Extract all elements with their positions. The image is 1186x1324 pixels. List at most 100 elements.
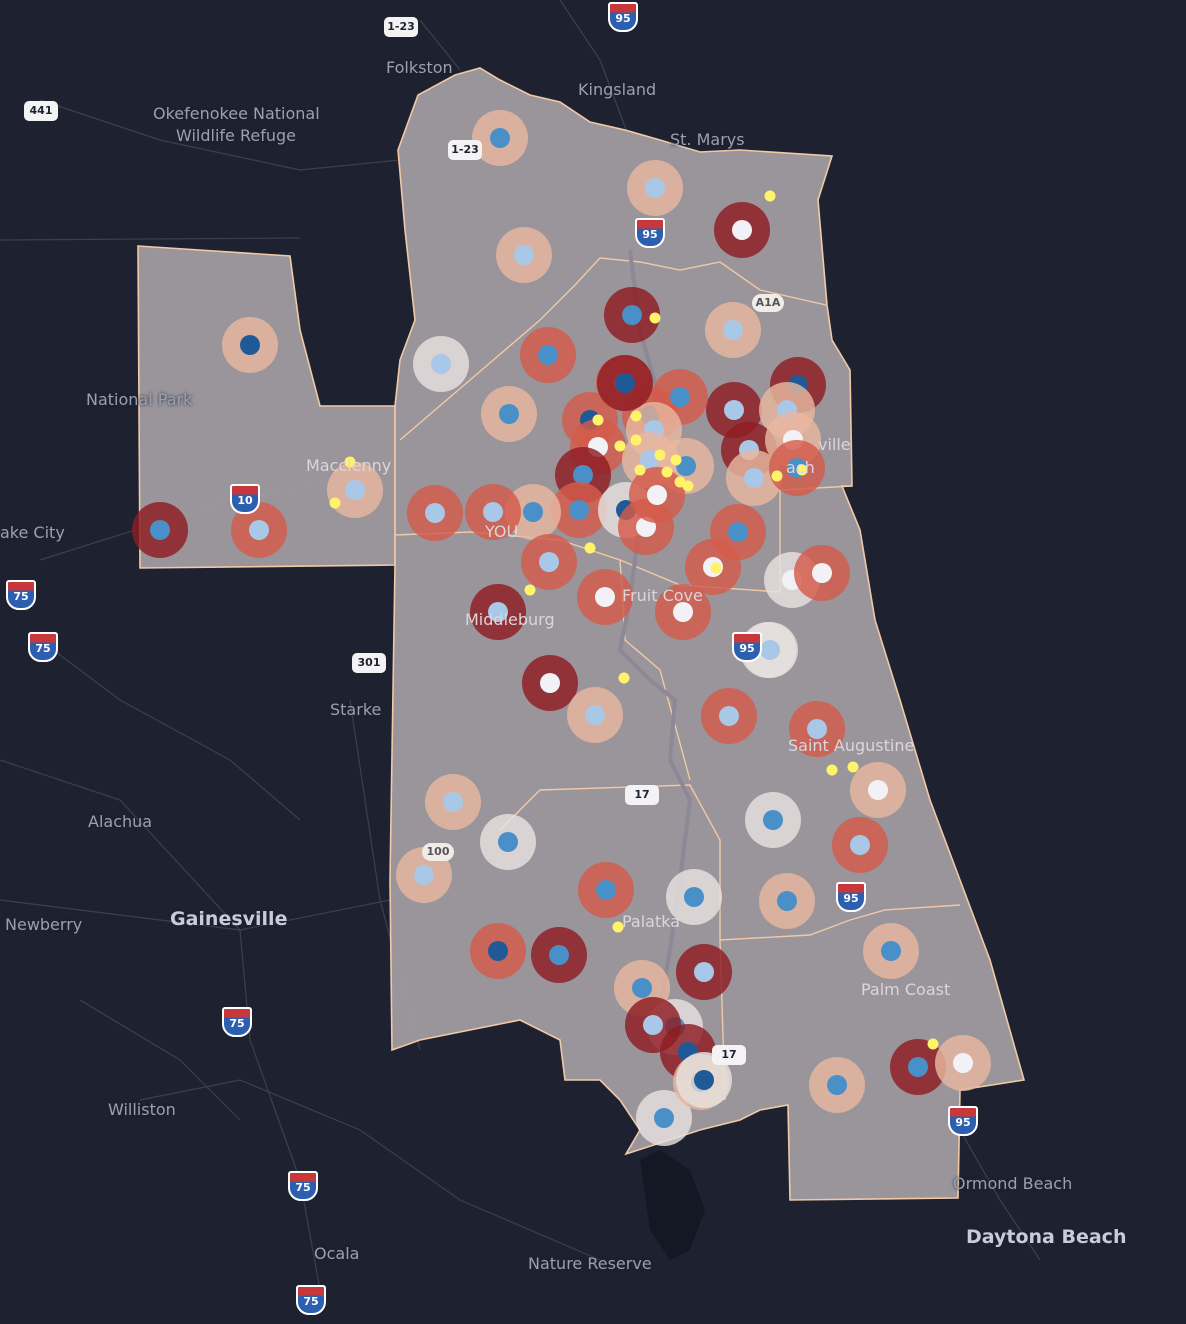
site-marker[interactable] — [480, 814, 536, 870]
site-marker[interactable] — [407, 485, 463, 541]
poi-marker[interactable] — [630, 410, 642, 422]
poi-marker[interactable] — [710, 562, 722, 574]
site-marker[interactable] — [726, 450, 782, 506]
poi-marker[interactable] — [654, 449, 666, 461]
site-marker[interactable] — [655, 584, 711, 640]
site-marker[interactable] — [425, 774, 481, 830]
lake — [640, 1150, 705, 1260]
place-label: St. Marys — [670, 130, 745, 149]
poi-marker[interactable] — [682, 480, 694, 492]
marker-dot — [670, 387, 690, 407]
poi-marker[interactable] — [630, 434, 642, 446]
poi-marker[interactable] — [796, 464, 808, 476]
site-marker[interactable] — [413, 336, 469, 392]
site-marker[interactable] — [327, 462, 383, 518]
marker-dot — [632, 978, 652, 998]
poi-marker[interactable] — [661, 466, 673, 478]
site-marker[interactable] — [890, 1039, 946, 1095]
poi-marker[interactable] — [344, 456, 356, 468]
marker-dot — [523, 502, 543, 522]
poi-marker[interactable] — [649, 312, 661, 324]
site-marker[interactable] — [472, 110, 528, 166]
poi-marker[interactable] — [847, 761, 859, 773]
route-shield-icon: 95 — [948, 1106, 978, 1136]
site-marker[interactable] — [676, 944, 732, 1000]
route-shield-icon: 75 — [288, 1171, 318, 1201]
route-shield-icon: 1-23 — [384, 17, 418, 37]
site-marker[interactable] — [676, 1052, 732, 1108]
site-marker[interactable] — [132, 502, 188, 558]
site-marker[interactable] — [666, 869, 722, 925]
marker-dot — [483, 502, 503, 522]
marker-dot — [538, 345, 558, 365]
place-label: Ormond Beach — [953, 1174, 1073, 1193]
marker-dot — [645, 178, 665, 198]
route-shield-icon: 95 — [732, 632, 762, 662]
poi-marker[interactable] — [771, 470, 783, 482]
place-label: Newberry — [5, 915, 83, 934]
route-shield-icon: 17 — [712, 1045, 746, 1065]
poi-marker[interactable] — [524, 584, 536, 596]
site-marker[interactable] — [809, 1057, 865, 1113]
poi-marker[interactable] — [612, 921, 624, 933]
site-marker[interactable] — [627, 160, 683, 216]
site-marker[interactable] — [863, 923, 919, 979]
place-label: National Park — [86, 390, 193, 409]
site-marker[interactable] — [604, 287, 660, 343]
site-marker[interactable] — [597, 355, 653, 411]
site-marker[interactable] — [578, 862, 634, 918]
marker-dot — [812, 563, 832, 583]
poi-marker[interactable] — [670, 454, 682, 466]
route-shield-icon: 95 — [836, 882, 866, 912]
place-label: Daytona Beach — [966, 1226, 1127, 1248]
place-label: Alachua — [88, 812, 153, 831]
site-marker[interactable] — [222, 317, 278, 373]
site-marker[interactable] — [759, 873, 815, 929]
poi-marker[interactable] — [634, 464, 646, 476]
marker-dot — [953, 1053, 973, 1073]
route-shield-icon: 17 — [625, 785, 659, 805]
site-marker[interactable] — [794, 545, 850, 601]
poi-marker[interactable] — [329, 497, 341, 509]
site-marker[interactable] — [745, 792, 801, 848]
site-marker[interactable] — [522, 655, 578, 711]
poi-marker[interactable] — [584, 542, 596, 554]
site-marker[interactable] — [567, 687, 623, 743]
marker-dot — [694, 1070, 714, 1090]
site-marker[interactable] — [850, 762, 906, 818]
poi-marker[interactable] — [592, 414, 604, 426]
site-marker[interactable] — [520, 327, 576, 383]
site-marker[interactable] — [701, 688, 757, 744]
poi-marker[interactable] — [618, 672, 630, 684]
poi-marker[interactable] — [764, 190, 776, 202]
site-marker[interactable] — [935, 1035, 991, 1091]
poi-marker[interactable] — [614, 440, 626, 452]
marker-dot — [514, 245, 534, 265]
poi-marker[interactable] — [826, 764, 838, 776]
site-marker[interactable] — [531, 927, 587, 983]
site-marker[interactable] — [470, 584, 526, 640]
site-marker[interactable] — [470, 923, 526, 979]
site-marker[interactable] — [551, 482, 607, 538]
site-marker[interactable] — [521, 534, 577, 590]
site-marker[interactable] — [832, 817, 888, 873]
site-marker[interactable] — [636, 1090, 692, 1146]
site-marker[interactable] — [629, 467, 685, 523]
poi-marker[interactable] — [927, 1038, 939, 1050]
site-marker[interactable] — [714, 202, 770, 258]
site-marker[interactable] — [505, 484, 561, 540]
site-marker[interactable] — [789, 701, 845, 757]
site-marker[interactable] — [705, 302, 761, 358]
site-marker[interactable] — [396, 847, 452, 903]
site-marker[interactable] — [577, 569, 633, 625]
site-marker[interactable] — [481, 386, 537, 442]
site-marker[interactable] — [231, 502, 287, 558]
place-label: Okefenokee National — [153, 104, 320, 123]
site-marker[interactable] — [465, 484, 521, 540]
route-shield-icon: A1A — [752, 294, 784, 312]
place-label: Saint Augustine — [788, 736, 915, 755]
site-marker[interactable] — [496, 227, 552, 283]
